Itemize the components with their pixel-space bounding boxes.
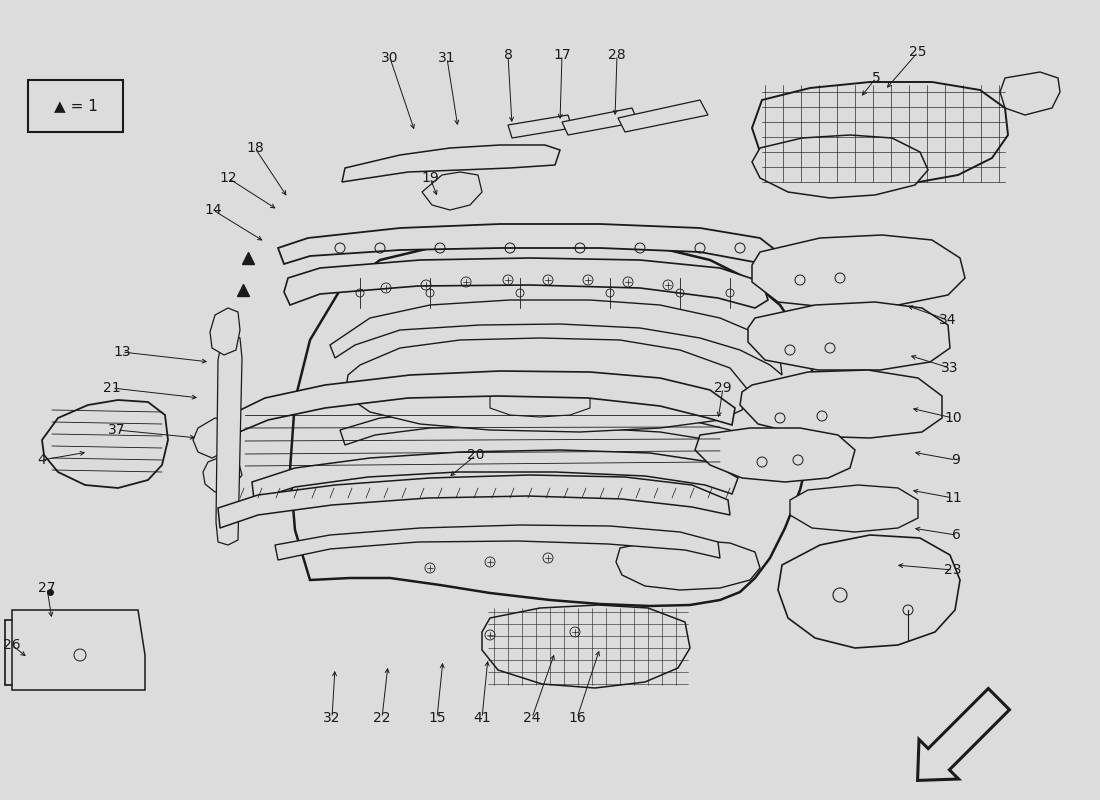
Text: 31: 31 <box>438 51 455 65</box>
Polygon shape <box>482 605 690 688</box>
Text: 30: 30 <box>382 51 398 65</box>
Text: 26: 26 <box>3 638 21 652</box>
Text: 33: 33 <box>942 361 959 375</box>
Text: 24: 24 <box>524 711 541 725</box>
Polygon shape <box>778 535 960 648</box>
Text: 5: 5 <box>871 71 880 85</box>
Polygon shape <box>42 400 168 488</box>
Polygon shape <box>562 108 638 135</box>
Text: 25: 25 <box>910 45 926 59</box>
Text: 11: 11 <box>944 491 961 505</box>
Polygon shape <box>508 115 572 138</box>
Text: 15: 15 <box>428 711 446 725</box>
Text: 10: 10 <box>944 411 961 425</box>
Polygon shape <box>917 689 1010 781</box>
Polygon shape <box>345 338 748 432</box>
Text: 37: 37 <box>108 423 125 437</box>
Text: 29: 29 <box>714 381 732 395</box>
Polygon shape <box>422 172 482 210</box>
Text: ▲ = 1: ▲ = 1 <box>54 98 98 114</box>
Polygon shape <box>252 450 738 500</box>
Polygon shape <box>284 258 768 308</box>
Polygon shape <box>330 300 782 375</box>
Text: 28: 28 <box>608 48 626 62</box>
Polygon shape <box>204 455 242 492</box>
Polygon shape <box>216 335 242 545</box>
Polygon shape <box>752 235 965 308</box>
Polygon shape <box>695 428 855 482</box>
Polygon shape <box>218 475 730 528</box>
Polygon shape <box>752 135 928 198</box>
Polygon shape <box>616 540 760 590</box>
Text: 22: 22 <box>373 711 390 725</box>
Polygon shape <box>275 525 720 560</box>
Text: 9: 9 <box>952 453 960 467</box>
Polygon shape <box>340 410 758 460</box>
Text: 4: 4 <box>37 453 46 467</box>
Text: 34: 34 <box>939 313 957 327</box>
Text: 23: 23 <box>944 563 961 577</box>
Text: 17: 17 <box>553 48 571 62</box>
Text: 8: 8 <box>504 48 513 62</box>
Text: 16: 16 <box>568 711 586 725</box>
Text: 41: 41 <box>473 711 491 725</box>
Polygon shape <box>230 371 735 435</box>
Polygon shape <box>342 145 560 182</box>
Text: 6: 6 <box>952 528 960 542</box>
Polygon shape <box>12 610 145 690</box>
Polygon shape <box>1000 72 1060 115</box>
Polygon shape <box>210 308 240 355</box>
Polygon shape <box>752 82 1008 185</box>
Text: 13: 13 <box>113 345 131 359</box>
Polygon shape <box>278 224 778 268</box>
Text: 20: 20 <box>468 448 485 462</box>
Polygon shape <box>490 386 590 417</box>
Polygon shape <box>740 370 942 438</box>
Polygon shape <box>192 418 235 458</box>
Polygon shape <box>290 240 815 606</box>
Polygon shape <box>790 485 918 532</box>
Polygon shape <box>748 302 950 370</box>
Text: 21: 21 <box>103 381 121 395</box>
Text: 12: 12 <box>219 171 236 185</box>
Text: 32: 32 <box>323 711 341 725</box>
FancyBboxPatch shape <box>28 80 123 132</box>
Text: 18: 18 <box>246 141 264 155</box>
Text: 14: 14 <box>205 203 222 217</box>
Text: 19: 19 <box>421 171 439 185</box>
Polygon shape <box>618 100 708 132</box>
Text: 27: 27 <box>39 581 56 595</box>
